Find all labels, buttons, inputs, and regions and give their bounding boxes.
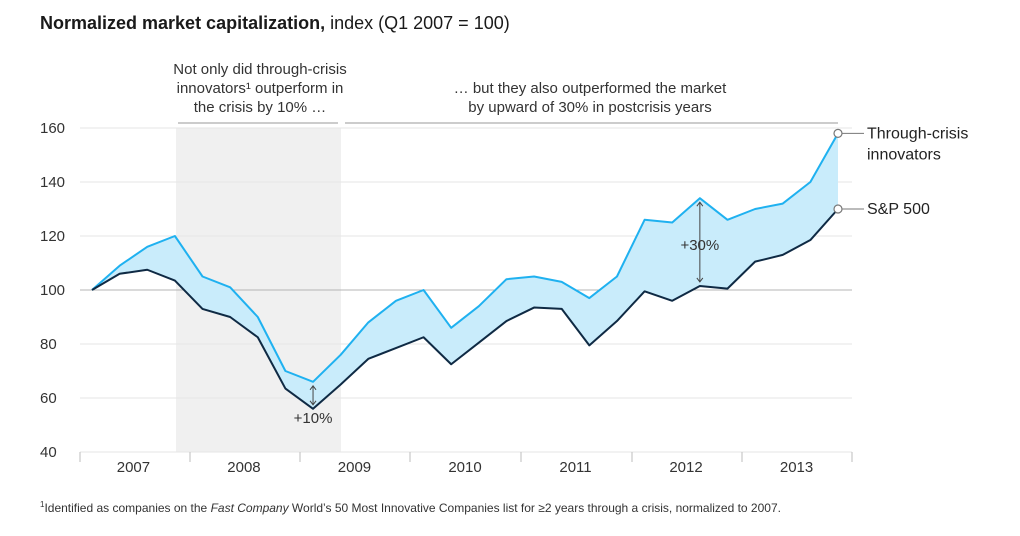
x-tick-label-2010: 2010 xyxy=(448,459,481,476)
series-lines xyxy=(91,132,839,410)
gap-crisis-label: +10% xyxy=(294,410,333,427)
y-tick-label-40: 40 xyxy=(40,444,57,461)
chart-title-bold: Normalized market capitalization, xyxy=(40,13,326,33)
x-tick-label-2009: 2009 xyxy=(338,459,371,476)
crisis-annotation: Not only did through-crisis innovators¹ … xyxy=(150,60,370,117)
gap-postcrisis-arrow-top xyxy=(696,201,704,207)
y-tick-label-80: 80 xyxy=(40,336,57,353)
postcrisis-annotation-line-1: … but they also outperformed the market xyxy=(453,80,727,97)
crisis-annotation-line-1: Not only did through-crisis xyxy=(173,61,347,78)
x-tick-label-2007: 2007 xyxy=(117,459,150,476)
gap-crisis-arrow-top xyxy=(309,384,317,391)
legend-label-through-crisis-innovators: Through-crisis innovators xyxy=(867,125,968,163)
footnote-text-2: World’s 50 Most Innovative Companies lis… xyxy=(288,501,781,515)
series-line-sp-500 xyxy=(91,208,839,410)
gap-crisis-arrow-bottom xyxy=(309,400,317,406)
y-tick-label-120: 120 xyxy=(40,228,65,245)
x-tick-label-2013: 2013 xyxy=(780,459,813,476)
y-axis-ticks: 40 60 80 100 120 140 160 xyxy=(40,120,65,461)
footnote: 1Identified as companies on the Fast Com… xyxy=(40,500,781,515)
legend-label-line-1: Through-crisis xyxy=(867,125,968,142)
crisis-annotation-line-3: the crisis by 10% … xyxy=(193,99,327,116)
y-tick-label-160: 160 xyxy=(40,120,65,137)
y-tick-label-100: 100 xyxy=(40,282,65,299)
crisis-annotation-line-2: innovators¹ outperform in xyxy=(176,80,344,97)
legend: Through-crisis innovators S&P 500 xyxy=(833,125,968,218)
postcrisis-annotation-line-2: by upward of 30% in postcrisis years xyxy=(468,99,712,116)
x-tick-label-2011: 2011 xyxy=(559,459,591,476)
chart-title: Normalized market capitalization, index … xyxy=(40,13,510,34)
gap-postcrisis-arrow-bottom xyxy=(696,277,704,283)
footnote-mark: 1 xyxy=(40,500,45,509)
gap-postcrisis-label: +30% xyxy=(680,237,719,254)
footnote-text-1: Identified as companies on the xyxy=(44,501,211,515)
outperformance-band xyxy=(92,133,838,409)
y-tick-label-140: 140 xyxy=(40,174,65,191)
x-tick-label-2008: 2008 xyxy=(227,459,260,476)
legend-end-marker-0 xyxy=(833,128,843,138)
y-tick-label-60: 60 xyxy=(40,390,57,407)
x-axis-ticks: 2007 2008 2009 2010 2011 2012 2013 xyxy=(79,452,853,476)
legend-label-sp-500: S&P 500 xyxy=(867,201,930,218)
footnote-italic: Fast Company xyxy=(210,501,289,515)
chart-title-subtitle: index (Q1 2007 = 100) xyxy=(325,13,510,33)
legend-label-line-2: innovators xyxy=(867,146,941,163)
series-line-through-crisis-innovators xyxy=(91,132,839,383)
postcrisis-annotation: … but they also outperformed the market … xyxy=(420,79,760,117)
gap-markers: +10% +30% xyxy=(294,201,719,427)
x-tick-label-2012: 2012 xyxy=(669,459,702,476)
legend-end-marker-1 xyxy=(833,204,843,214)
